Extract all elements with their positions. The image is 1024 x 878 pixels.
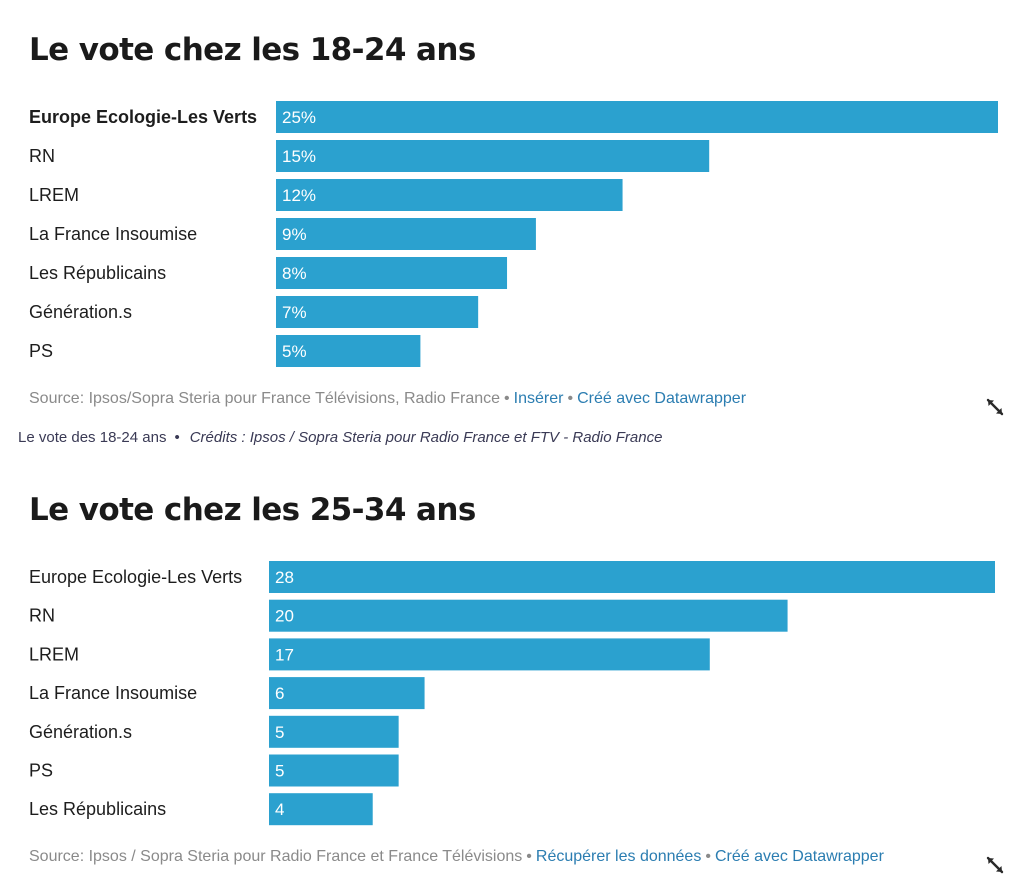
separator: •	[705, 848, 711, 865]
expand-icon[interactable]	[985, 397, 1005, 417]
source-text: Source: Ipsos / Sopra Steria pour Radio …	[29, 848, 523, 865]
datawrapper-link[interactable]: Créé avec Datawrapper	[577, 390, 747, 407]
caption-separator: •	[174, 429, 180, 446]
datawrapper-link[interactable]: Créé avec Datawrapper	[714, 848, 884, 865]
category-label: La France Insoumise	[29, 683, 197, 703]
value-label: 28	[275, 568, 294, 587]
value-label: 5	[275, 723, 284, 742]
category-label: Europe Ecologie-Les Verts	[29, 107, 257, 127]
bar	[269, 638, 710, 671]
caption-title: Le vote des 18-24 ans	[18, 429, 167, 446]
separator: •	[504, 390, 510, 407]
source-line-18-24: Source: Ipsos/Sopra Steria pour France T…	[29, 390, 746, 408]
caption-credits: Crédits : Ipsos / Sopra Steria pour Radi…	[189, 429, 663, 446]
bar	[276, 335, 421, 367]
bar	[276, 140, 710, 172]
bar	[276, 101, 998, 133]
category-label: Les Républicains	[29, 799, 166, 819]
separator: •	[567, 390, 574, 407]
bar	[269, 599, 788, 632]
insert-link[interactable]: Insérer	[513, 390, 564, 407]
category-label: Les Républicains	[29, 263, 166, 283]
bar	[269, 754, 399, 787]
image-caption: Le vote des 18-24 ans • Crédits : Ipsos / …	[18, 429, 662, 446]
category-label: RN	[29, 146, 55, 166]
value-label: 5%	[282, 342, 307, 361]
category-label: RN	[29, 606, 55, 626]
value-label: 20	[275, 607, 294, 626]
download-data-link[interactable]: Récupérer les données	[535, 848, 702, 865]
bar	[276, 296, 479, 328]
value-label: 15%	[282, 147, 316, 166]
bar	[276, 218, 536, 250]
category-label: Europe Ecologie-Les Verts	[29, 567, 242, 587]
category-label: LREM	[29, 185, 79, 205]
chart-title-25-34: Le vote chez les 25-34 ans	[29, 492, 476, 528]
value-label: 25%	[282, 108, 316, 127]
value-label: 4	[275, 800, 284, 819]
bar	[269, 793, 373, 826]
value-label: 8%	[282, 264, 307, 283]
value-label: 5	[275, 762, 284, 781]
category-label: PS	[29, 761, 53, 781]
bar	[269, 715, 399, 748]
value-label: 12%	[282, 186, 316, 205]
value-label: 6	[275, 684, 284, 703]
bar	[269, 677, 425, 710]
category-label: Génération.s	[29, 722, 132, 742]
expand-icon[interactable]	[985, 855, 1005, 875]
category-label: La France Insoumise	[29, 224, 197, 244]
value-label: 17	[275, 645, 294, 664]
separator: •	[526, 848, 532, 865]
value-label: 7%	[282, 303, 307, 322]
bar	[269, 561, 995, 593]
source-line-25-34: Source: Ipsos / Sopra Steria pour Radio …	[29, 848, 884, 866]
source-text: Source: Ipsos/Sopra Steria pour France T…	[29, 390, 501, 407]
category-label: PS	[29, 341, 53, 361]
bar	[276, 257, 508, 289]
category-label: Génération.s	[29, 302, 132, 322]
chart-title-18-24: Le vote chez les 18-24 ans	[29, 32, 476, 68]
value-label: 9%	[282, 225, 307, 244]
bar	[276, 179, 623, 211]
category-label: LREM	[29, 644, 79, 664]
